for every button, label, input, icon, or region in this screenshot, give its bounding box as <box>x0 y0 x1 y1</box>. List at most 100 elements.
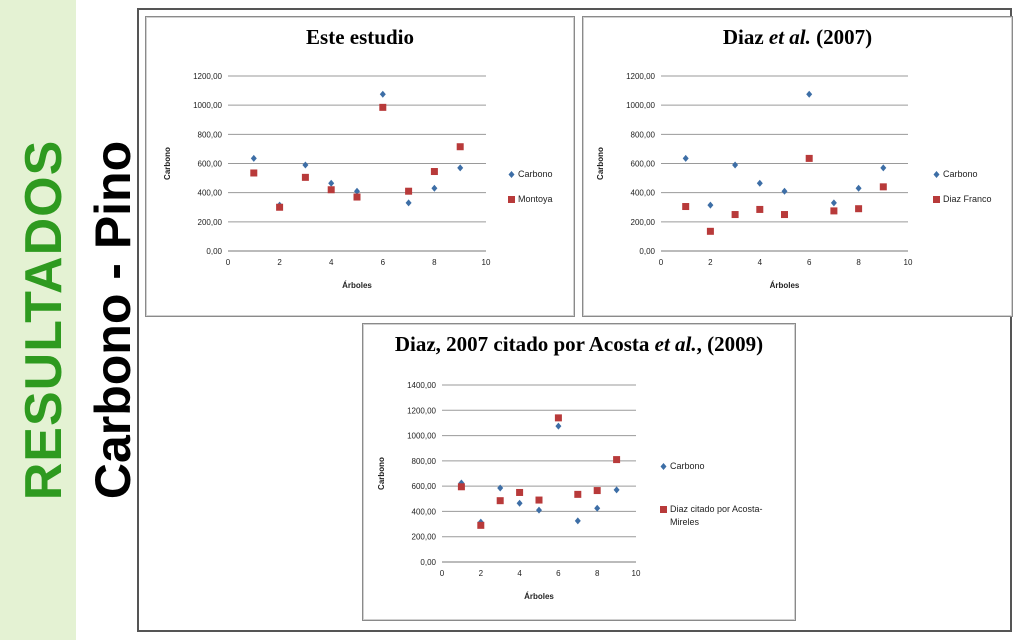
y-tick-label: 1000,00 <box>193 101 222 110</box>
y-tick-label: 1200,00 <box>626 72 655 81</box>
data-point-comparison <box>430 168 438 176</box>
y-tick-label: 1400,00 <box>407 381 436 390</box>
data-point-comparison <box>574 490 582 498</box>
data-point-carbono <box>613 486 620 494</box>
chart-panel-este-estudio: Este estudio 0,00 200,00 400,00 600,00 800,0… <box>145 16 575 317</box>
x-axis-title: Árboles <box>342 281 372 290</box>
y-tick-label: 800,00 <box>631 130 656 139</box>
data-point-carbono <box>497 484 504 492</box>
legend-label: Diaz Franco <box>943 194 992 204</box>
x-tick-label: 10 <box>632 569 641 578</box>
y-tick-label: 200,00 <box>198 218 223 227</box>
y-tick-label: 400,00 <box>412 507 437 516</box>
y-tick-label: 1000,00 <box>626 101 655 110</box>
data-point-carbono <box>379 90 386 98</box>
data-point-comparison <box>496 497 504 505</box>
data-point-comparison <box>405 187 413 195</box>
data-point-carbono <box>405 199 412 207</box>
y-tick-label: 1200,00 <box>407 406 436 415</box>
y-tick-label: 200,00 <box>412 533 437 542</box>
data-point-carbono <box>516 499 523 507</box>
y-tick-label: 800,00 <box>198 130 223 139</box>
chart-title-part: (2007) <box>810 25 873 49</box>
data-point-comparison <box>879 183 887 191</box>
legend-label: Carbono <box>518 169 553 179</box>
data-point-comparison <box>554 414 562 422</box>
data-point-comparison <box>457 483 465 491</box>
x-tick-label: 0 <box>659 258 664 267</box>
section-subtitle: Carbono - Pino <box>85 140 141 500</box>
x-axis-title: Árboles <box>524 592 554 601</box>
data-point-comparison <box>706 227 714 235</box>
scatter-chart-diaz-acosta: 0,00 200,00 400,00 600,00 800,00 1000,00 1200,… <box>377 381 641 601</box>
y-tick-label: 1200,00 <box>193 72 222 81</box>
x-tick-label: 6 <box>556 569 561 578</box>
data-point-comparison <box>682 203 690 211</box>
data-point-comparison <box>593 487 601 495</box>
scatter-chart-este-estudio: 0,00 200,00 400,00 600,00 800,00 1000,00 1200,… <box>163 72 491 290</box>
chart-title: Diaz, 2007 citado por Acosta et al., (20… <box>363 332 795 357</box>
data-point-comparison <box>781 211 788 219</box>
y-tick-label: 0,00 <box>206 247 222 256</box>
x-tick-label: 2 <box>277 258 282 267</box>
data-point-carbono <box>806 90 813 98</box>
data-point-comparison <box>301 173 309 181</box>
x-tick-label: 6 <box>381 258 386 267</box>
data-point-comparison <box>477 521 485 529</box>
y-tick-label: 1000,00 <box>407 432 436 441</box>
data-point-carbono <box>732 161 739 169</box>
chart-title: Diaz et al. (2007) <box>583 25 1012 50</box>
data-point-carbono <box>302 161 309 169</box>
y-tick-label: 200,00 <box>631 218 656 227</box>
x-tick-label: 2 <box>479 569 484 578</box>
data-point-comparison <box>516 488 524 496</box>
x-tick-label: 8 <box>432 258 437 267</box>
data-point-carbono <box>328 179 335 187</box>
data-point-carbono <box>555 422 562 430</box>
data-point-carbono <box>830 199 837 207</box>
y-tick-label: 600,00 <box>198 160 223 169</box>
data-point-carbono <box>756 179 763 187</box>
data-point-comparison <box>276 203 284 211</box>
data-point-carbono <box>431 184 438 192</box>
chart-title: Este estudio <box>146 25 574 50</box>
x-tick-label: 10 <box>482 258 491 267</box>
y-tick-label: 800,00 <box>412 457 437 466</box>
data-point-carbono <box>354 187 360 195</box>
data-point-carbono <box>880 164 887 172</box>
data-point-comparison <box>250 169 258 177</box>
data-point-comparison <box>613 456 621 464</box>
data-point-comparison <box>535 496 543 504</box>
legend-label: Carbono <box>943 169 978 179</box>
x-tick-label: 4 <box>517 569 522 578</box>
data-point-comparison <box>456 143 464 151</box>
y-tick-label: 0,00 <box>639 247 655 256</box>
section-title: RESULTADOS <box>15 139 73 501</box>
data-point-carbono <box>855 184 862 192</box>
legend-label: Montoya <box>518 194 553 204</box>
data-point-comparison <box>353 193 361 201</box>
x-tick-label: 0 <box>440 569 445 578</box>
data-point-carbono <box>707 201 714 209</box>
chart-title-part: , (2009) <box>696 332 764 356</box>
x-tick-label: 0 <box>226 258 231 267</box>
data-point-comparison <box>327 186 335 194</box>
data-point-carbono <box>682 154 689 162</box>
chart-title-part: Diaz <box>722 25 769 49</box>
data-point-carbono <box>594 504 601 512</box>
y-axis-title: Carbono <box>163 147 172 180</box>
y-tick-label: 0,00 <box>420 558 436 567</box>
chart-title-part: et al. <box>768 25 811 49</box>
data-point-comparison <box>830 207 838 215</box>
data-point-comparison <box>731 211 739 219</box>
y-tick-label: 400,00 <box>631 189 656 198</box>
data-point-carbono <box>574 517 581 525</box>
data-point-comparison <box>855 205 863 213</box>
chart-title-part: et al. <box>654 332 697 356</box>
chart-title-part: Este estudio <box>306 25 414 49</box>
data-point-carbono <box>536 506 542 514</box>
x-tick-label: 6 <box>807 258 812 267</box>
x-tick-label: 4 <box>329 258 334 267</box>
legend-label: Carbono <box>670 461 705 471</box>
chart-title-part: Diaz, 2007 citado por Acosta <box>394 332 655 356</box>
